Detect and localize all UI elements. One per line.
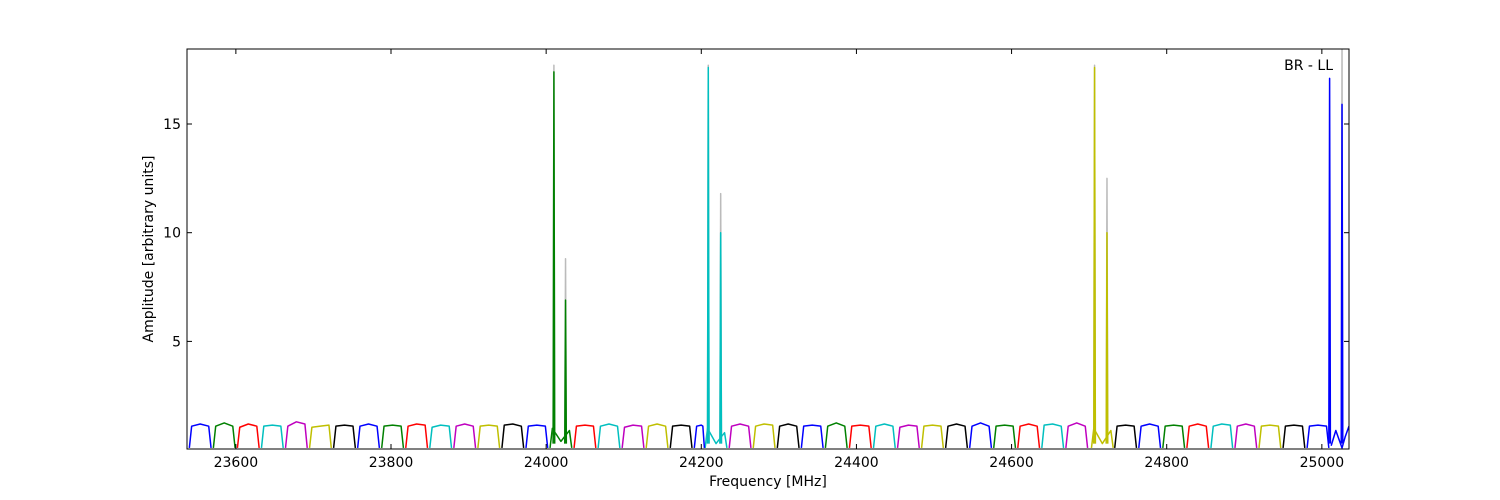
- spectrum-line: [564, 299, 568, 444]
- spectrum-line: [1330, 425, 1349, 449]
- spectrum-line: [1258, 424, 1282, 448]
- spectrum-line: [260, 424, 284, 448]
- spectrum-line: [669, 424, 693, 448]
- plot-lines: [188, 49, 1349, 449]
- spectrum-line: [872, 423, 896, 448]
- spectrum-line: [284, 421, 308, 448]
- spectrum-line: [992, 424, 1017, 448]
- spectrum-line: [1105, 231, 1109, 444]
- spectrum-line: [429, 424, 453, 448]
- spectrum-line: [1093, 66, 1097, 444]
- spectrum-line: [1306, 424, 1330, 448]
- spectrum-line: [1113, 424, 1138, 448]
- x-tick-label: 24200: [679, 455, 724, 471]
- spectrum-line: [236, 423, 260, 448]
- spectrum-line: [920, 424, 945, 448]
- spectrum-line: [1017, 423, 1041, 448]
- spectrum-line: [706, 66, 710, 444]
- y-tick-label: 10: [163, 226, 181, 242]
- x-tick-label: 24000: [524, 455, 569, 471]
- y-tick-label: 5: [172, 334, 181, 350]
- plot-frame: [186, 48, 1350, 450]
- spectrum-line: [1234, 423, 1258, 448]
- spectrum-line: [752, 423, 776, 448]
- spectrum-line: [1090, 427, 1114, 449]
- spectrum-line: [477, 424, 501, 448]
- spectrum-line: [1186, 423, 1210, 448]
- spectrum-line: [1210, 423, 1234, 448]
- spectrum-line: [549, 427, 573, 449]
- spectrum-line: [824, 422, 848, 448]
- spectrum-line: [356, 423, 381, 448]
- spectrum-line: [552, 71, 556, 444]
- spectrum-line: [645, 423, 669, 448]
- y-axis-label: Amplitude [arbitrary units]: [141, 156, 157, 343]
- spectrum-line: [968, 422, 993, 448]
- spectrum-line: [525, 424, 549, 448]
- spectrum-line: [501, 423, 525, 448]
- x-tick-label: 23600: [214, 455, 259, 471]
- spectrum-line: [800, 424, 824, 448]
- spectrum-line: [1328, 77, 1332, 444]
- spectrum-line: [405, 423, 429, 448]
- spectrum-line: [896, 424, 921, 448]
- x-tick-label: 24800: [1144, 455, 1189, 471]
- spectrum-line: [693, 424, 706, 448]
- annotation: BR - LL: [1284, 58, 1333, 74]
- spectrum-line: [1340, 103, 1344, 444]
- spectrum-line: [728, 423, 752, 448]
- spectrum-line: [848, 424, 872, 448]
- spectrum-line: [1138, 423, 1162, 448]
- x-tick-label: 24400: [834, 455, 879, 471]
- spectrum-line: [380, 424, 405, 448]
- spectrum-line: [453, 423, 477, 448]
- spectrum-line: [1162, 424, 1186, 448]
- spectrum-line: [776, 423, 800, 448]
- x-axis-label: Frequency [MHz]: [709, 474, 827, 490]
- spectrum-line: [573, 424, 597, 448]
- spectrum-line: [597, 423, 621, 448]
- y-tick-label: 15: [163, 117, 181, 133]
- x-tick-label: 25000: [1300, 455, 1345, 471]
- spectrum-line: [621, 424, 645, 448]
- spectrum-line: [308, 424, 333, 448]
- spectrum-line: [188, 423, 212, 448]
- spectrum-line: [1041, 423, 1065, 448]
- spectrum-line: [704, 427, 728, 449]
- spectrum-line: [332, 424, 357, 448]
- spectrum-line: [1065, 422, 1089, 448]
- spectrum-line: [212, 422, 236, 448]
- x-tick-label: 23800: [369, 455, 414, 471]
- x-tick-label: 24600: [989, 455, 1034, 471]
- spectrum-line: [944, 423, 969, 448]
- spectrum-line: [719, 231, 723, 444]
- spectrum-line: [1282, 424, 1306, 448]
